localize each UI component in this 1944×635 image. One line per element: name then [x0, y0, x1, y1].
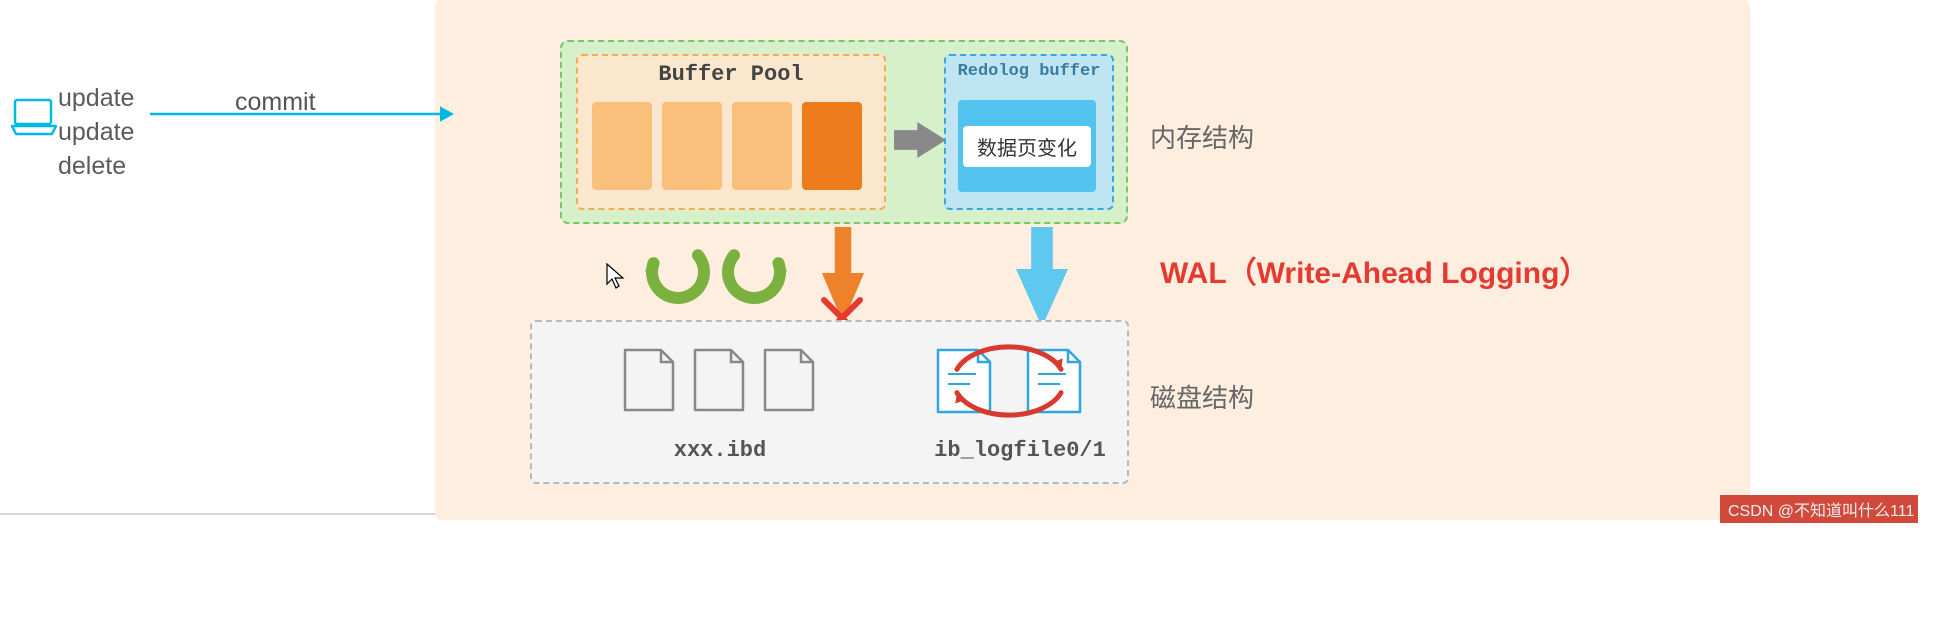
- ibd-label: xxx.ibd: [620, 438, 820, 463]
- logfiles-label: ib_logfile0/1: [920, 438, 1120, 463]
- blue-down-arrow: [1010, 225, 1074, 333]
- bottom-divider: [0, 513, 435, 515]
- arrow-bp-to-redo: [892, 116, 950, 164]
- buffer-page: [592, 102, 652, 190]
- diagram-canvas: updateupdatedelete commit Buffer Pool Re…: [0, 0, 1944, 635]
- buffer-page: [662, 102, 722, 190]
- disk-label: 磁盘结构: [1150, 378, 1254, 415]
- sql-line: update: [58, 116, 134, 150]
- sql-line: update: [58, 82, 134, 116]
- sql-line: delete: [58, 150, 134, 184]
- buffer-page: [802, 102, 862, 190]
- redolog-inner-label: 数据页变化: [963, 126, 1091, 167]
- cursor-icon: [605, 262, 627, 290]
- buffer-page: [732, 102, 792, 190]
- laptop-icon: [10, 98, 60, 140]
- ibd-files-icon: [619, 344, 819, 416]
- wal-label: WAL（Write-Ahead Logging）: [1160, 248, 1589, 292]
- watermark: CSDN @不知道叫什么111: [1720, 495, 1918, 523]
- redolog-inner: 数据页变化: [958, 100, 1096, 192]
- logfiles-icon: [918, 336, 1100, 430]
- memory-label: 内存结构: [1150, 118, 1254, 155]
- commit-arrow: [150, 99, 456, 129]
- redolog-title: Redolog buffer: [946, 62, 1112, 81]
- buffer-pool-title: Buffer Pool: [578, 62, 884, 87]
- recycle-arrows-icon: [634, 228, 798, 316]
- sql-statements: updateupdatedelete: [58, 82, 134, 183]
